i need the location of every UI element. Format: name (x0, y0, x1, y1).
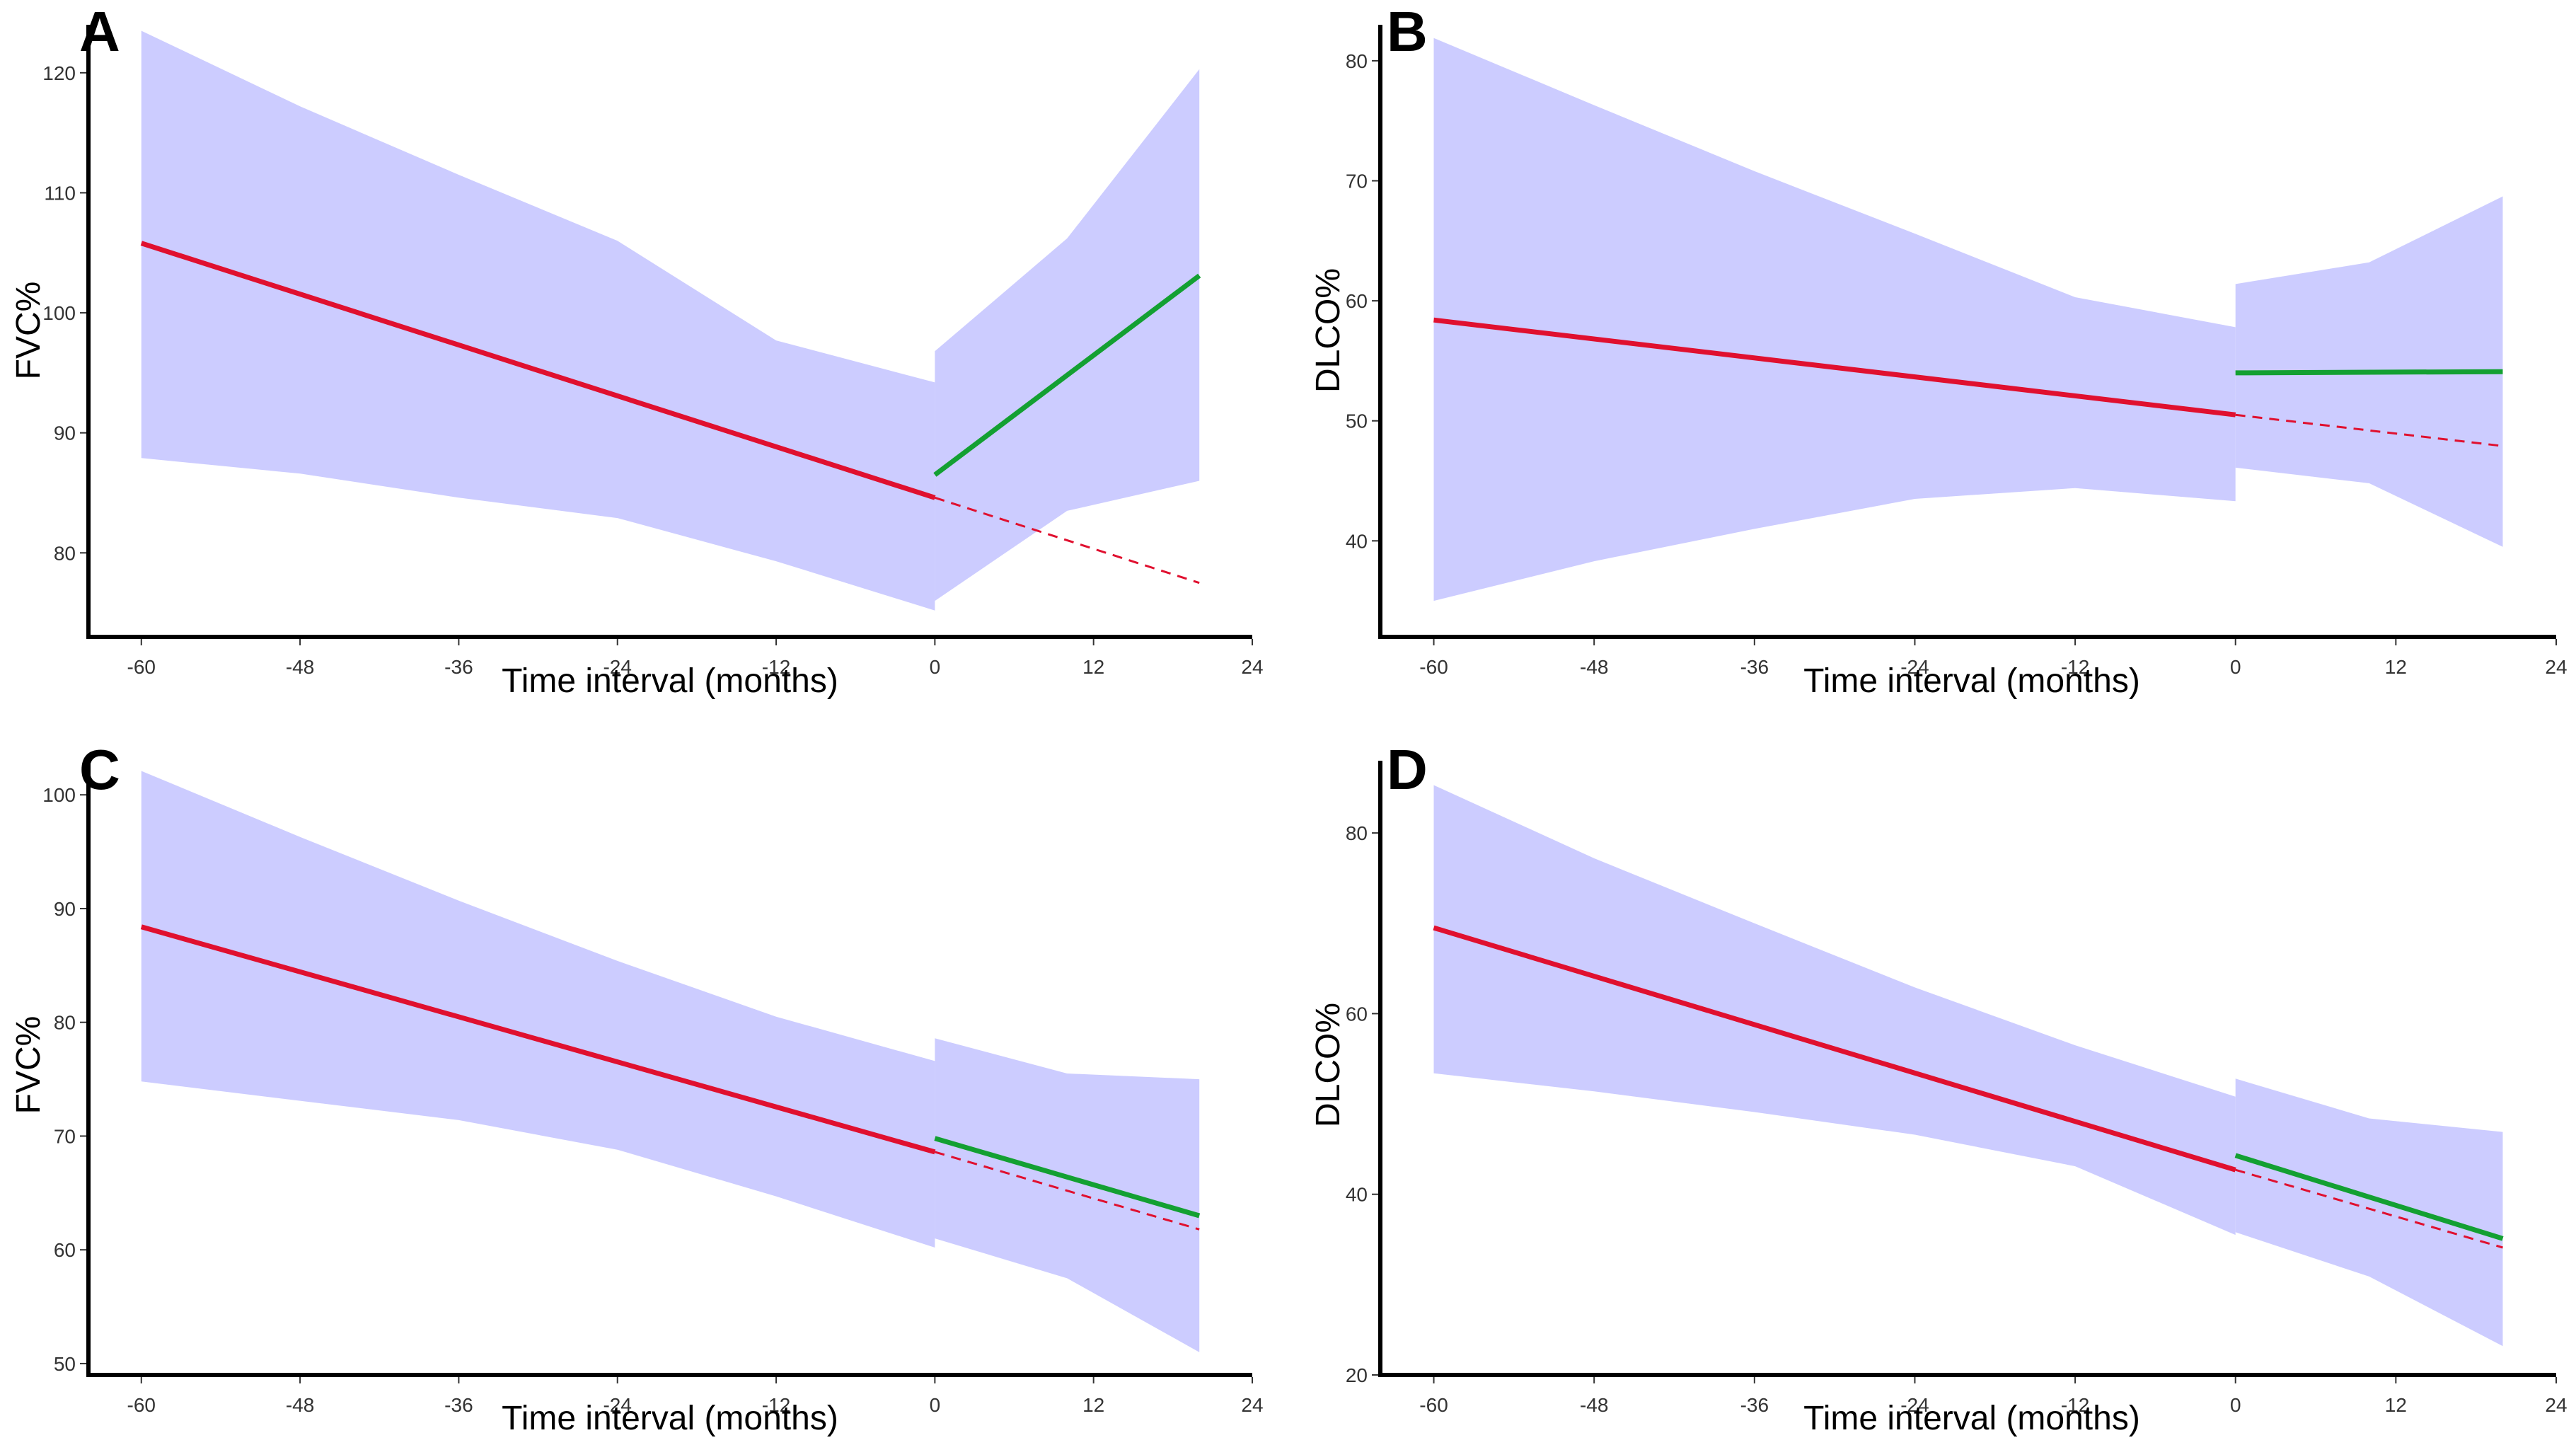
panel-d-y-axis-title: DLCO% (1310, 1003, 1347, 1127)
panel-c-x-tick-label: -12 (762, 1394, 790, 1416)
panel-a-axes (86, 25, 1252, 639)
panel-b-x-tick-label: -24 (1900, 656, 1929, 678)
panel-b-x-tick-label: -48 (1580, 656, 1608, 678)
panel-d-y-tick-label: 80 (1346, 822, 1368, 844)
panel-b-y-tick-label: 60 (1346, 290, 1368, 312)
panel-b-x-tick-label: -36 (1740, 656, 1769, 678)
panel-c-y-tick-label: 50 (54, 1353, 76, 1375)
panel-b-projection-line (2235, 413, 2503, 447)
panel-b-y-axis-title: DLCO% (1310, 268, 1347, 393)
panel-d-projection-line (2235, 1168, 2503, 1249)
panel-b: B -60 -48 -36 -24 -12 0 12 24 40 50 60 70 80 Time in… (1310, 0, 2568, 700)
panel-b-y-tick-label: 80 (1346, 50, 1368, 72)
panel-d-x-tick-label: -12 (2061, 1394, 2089, 1416)
panel-d-y-tick-label: 60 (1346, 1003, 1368, 1025)
panel-c-x-tick-label: -24 (603, 1394, 631, 1416)
panel-d-post-line (2234, 1153, 2504, 1241)
panel-a-x-tick-label: 24 (1241, 656, 1263, 678)
panel-a-x-axis-title: Time interval (months) (502, 662, 838, 700)
panel-b-post-line (2235, 369, 2503, 376)
panel-c-x-tick-label: -60 (127, 1394, 156, 1416)
panel-b-y-tick-label: 40 (1346, 530, 1368, 552)
panel-a-x-tick-label: -60 (127, 656, 156, 678)
panel-d-axes (1378, 761, 2556, 1377)
panel-a-y-axis-title: FVC% (10, 282, 47, 380)
panel-d-x-tick-label: 12 (2385, 1394, 2407, 1416)
panel-b-x-tick-label: 12 (2385, 656, 2407, 678)
panel-a: A -60 -48 -36 -24 -12 0 12 24 80 90 100 110 120 Time… (10, 0, 1264, 700)
panel-c-y-tick-label: 100 (42, 784, 76, 806)
panel-a-y-tick-label: 110 (44, 182, 76, 204)
panel-c-y-tick-label: 80 (54, 1012, 76, 1034)
panel-d-x-tick-label: -36 (1740, 1394, 1769, 1416)
panel-a-x-tick-label: 12 (1082, 656, 1104, 678)
panel-c-x-tick-label: -48 (286, 1394, 314, 1416)
panel-d-pre-line (1433, 925, 2236, 1173)
panel-a-x-tick-label: -24 (603, 656, 631, 678)
panel-d-x-axis-title: Time interval (months) (1803, 1400, 2140, 1437)
panel-c-y-tick-label: 70 (54, 1125, 76, 1147)
panel-c-x-axis-title: Time interval (months) (502, 1400, 838, 1437)
panel-c-x-tick-label: 12 (1082, 1394, 1104, 1416)
panel-d-letter: D (1387, 738, 1428, 801)
panel-a-x-tick-label: 0 (930, 656, 941, 678)
panel-b-pre-ci-band (1433, 38, 2236, 601)
panel-b-y-tick-label: 50 (1346, 410, 1368, 432)
panel-a-letter: A (79, 0, 120, 63)
panel-c-projection-line (934, 1151, 1200, 1231)
panel-b-x-tick-label: -60 (1419, 656, 1448, 678)
panel-d-x-tick-label: -60 (1419, 1394, 1448, 1416)
panel-d-pre-ci-band (1433, 785, 2236, 1236)
panel-b-x-tick-label: 0 (2230, 656, 2241, 678)
panel-a-pre-ci-band (141, 30, 935, 611)
panel-a-pre-line (140, 241, 936, 500)
panel-a-post-ci-band (935, 69, 1200, 601)
panel-d-x-tick-label: -24 (1900, 1394, 1929, 1416)
panel-a-projection-line (934, 496, 1200, 585)
panel-c-pre-line (140, 924, 936, 1155)
panel-b-pre-line (1433, 317, 2236, 418)
panel-a-x-tick-label: -12 (762, 656, 790, 678)
panel-d-x-tick-label: 24 (2545, 1394, 2567, 1416)
panel-b-x-tick-label: 24 (2545, 656, 2567, 678)
panel-c: C -60 -48 -36 -24 -12 0 12 24 50 60 70 80 90 100 Time… (10, 738, 1264, 1437)
panel-d-y-tick-label: 20 (1346, 1364, 1368, 1386)
panel-c-x-tick-label: 24 (1241, 1394, 1263, 1416)
panel-a-y-tick-label: 90 (54, 422, 76, 444)
panel-a-x-tick-label: -48 (286, 656, 314, 678)
panel-d-x-tick-label: -48 (1580, 1394, 1608, 1416)
panel-c-y-axis-title: FVC% (10, 1016, 47, 1115)
panel-c-pre-ci-band (141, 771, 935, 1248)
panel-b-y-tick-label: 70 (1346, 170, 1368, 192)
panel-d-x-tick-label: 0 (2230, 1394, 2241, 1416)
panel-d: D -60 -48 -36 -24 -12 0 12 24 20 40 60 80 Time inte… (1310, 738, 2568, 1437)
panel-a-post-line (933, 273, 1201, 477)
panel-c-x-tick-label: 0 (930, 1394, 941, 1416)
panel-c-axes (86, 761, 1252, 1377)
panel-a-y-tick-label: 80 (54, 542, 76, 564)
panel-b-axes (1378, 25, 2556, 639)
panel-d-y-tick-label: 40 (1346, 1184, 1368, 1206)
panel-c-post-line (934, 1136, 1201, 1219)
panel-c-x-tick-label: -36 (444, 1394, 473, 1416)
panel-b-x-tick-label: -12 (2061, 656, 2089, 678)
panel-a-y-tick-label: 120 (42, 62, 76, 84)
panel-c-y-tick-label: 60 (54, 1239, 76, 1261)
panel-c-y-tick-label: 90 (54, 898, 76, 920)
panel-a-y-tick-label: 100 (42, 302, 76, 324)
panel-c-letter: C (79, 738, 120, 801)
panel-a-x-tick-label: -36 (444, 656, 473, 678)
panel-c-post-ci-band (935, 1038, 1200, 1352)
panel-b-letter: B (1387, 0, 1428, 63)
panel-b-x-axis-title: Time interval (months) (1803, 662, 2140, 700)
panel-d-post-ci-band (2235, 1078, 2503, 1347)
